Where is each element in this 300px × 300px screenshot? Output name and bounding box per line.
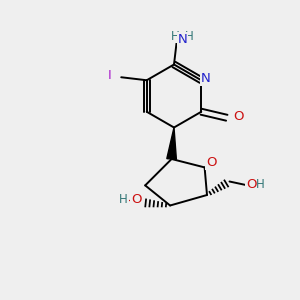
Text: N: N <box>201 72 211 85</box>
Text: O: O <box>131 193 142 206</box>
Text: H: H <box>184 29 194 43</box>
Text: O: O <box>206 156 217 170</box>
Text: O: O <box>246 178 256 191</box>
Text: H: H <box>119 193 128 206</box>
Text: H: H <box>171 29 180 43</box>
Polygon shape <box>167 128 176 159</box>
Text: O: O <box>233 110 243 123</box>
Text: H: H <box>256 178 265 191</box>
Text: I: I <box>108 69 112 82</box>
Text: N: N <box>178 33 187 46</box>
